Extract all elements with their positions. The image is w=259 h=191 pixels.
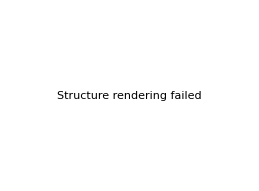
Text: Structure rendering failed: Structure rendering failed [57,91,202,100]
